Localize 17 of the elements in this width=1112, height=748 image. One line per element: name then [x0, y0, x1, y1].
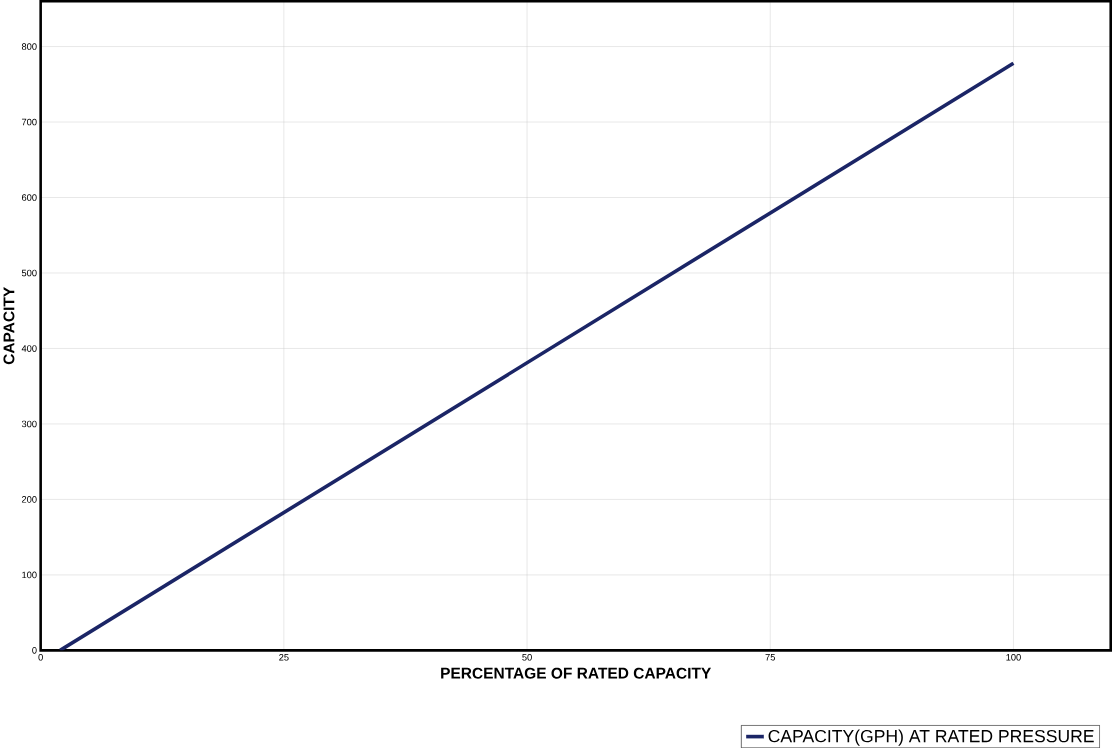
y-tick-label: 400 — [21, 345, 37, 352]
y-tick-label: 200 — [21, 496, 37, 503]
x-tick-label: 100 — [1006, 653, 1021, 661]
y-tick-label: 300 — [21, 420, 37, 428]
y-axis-title: CAPACITY — [3, 286, 15, 365]
x-tick-label: 75 — [765, 653, 776, 661]
y-tick-label: 800 — [21, 43, 37, 50]
x-axis-title: PERCENTAGE OF RATED CAPACITY — [441, 667, 712, 679]
legend-label: CAPACITY(GPH) AT RATED PRESSURE — [768, 729, 1094, 746]
y-tick-label: 500 — [21, 269, 37, 277]
y-tick-label: 700 — [21, 118, 37, 126]
x-tick-label: 50 — [522, 653, 532, 661]
y-tick-label: 600 — [21, 194, 37, 201]
y-tick-label: 0 — [32, 646, 37, 654]
x-tick-label: 25 — [279, 653, 289, 661]
y-tick-label: 100 — [22, 571, 37, 579]
x-tick-label: 0 — [38, 653, 43, 661]
